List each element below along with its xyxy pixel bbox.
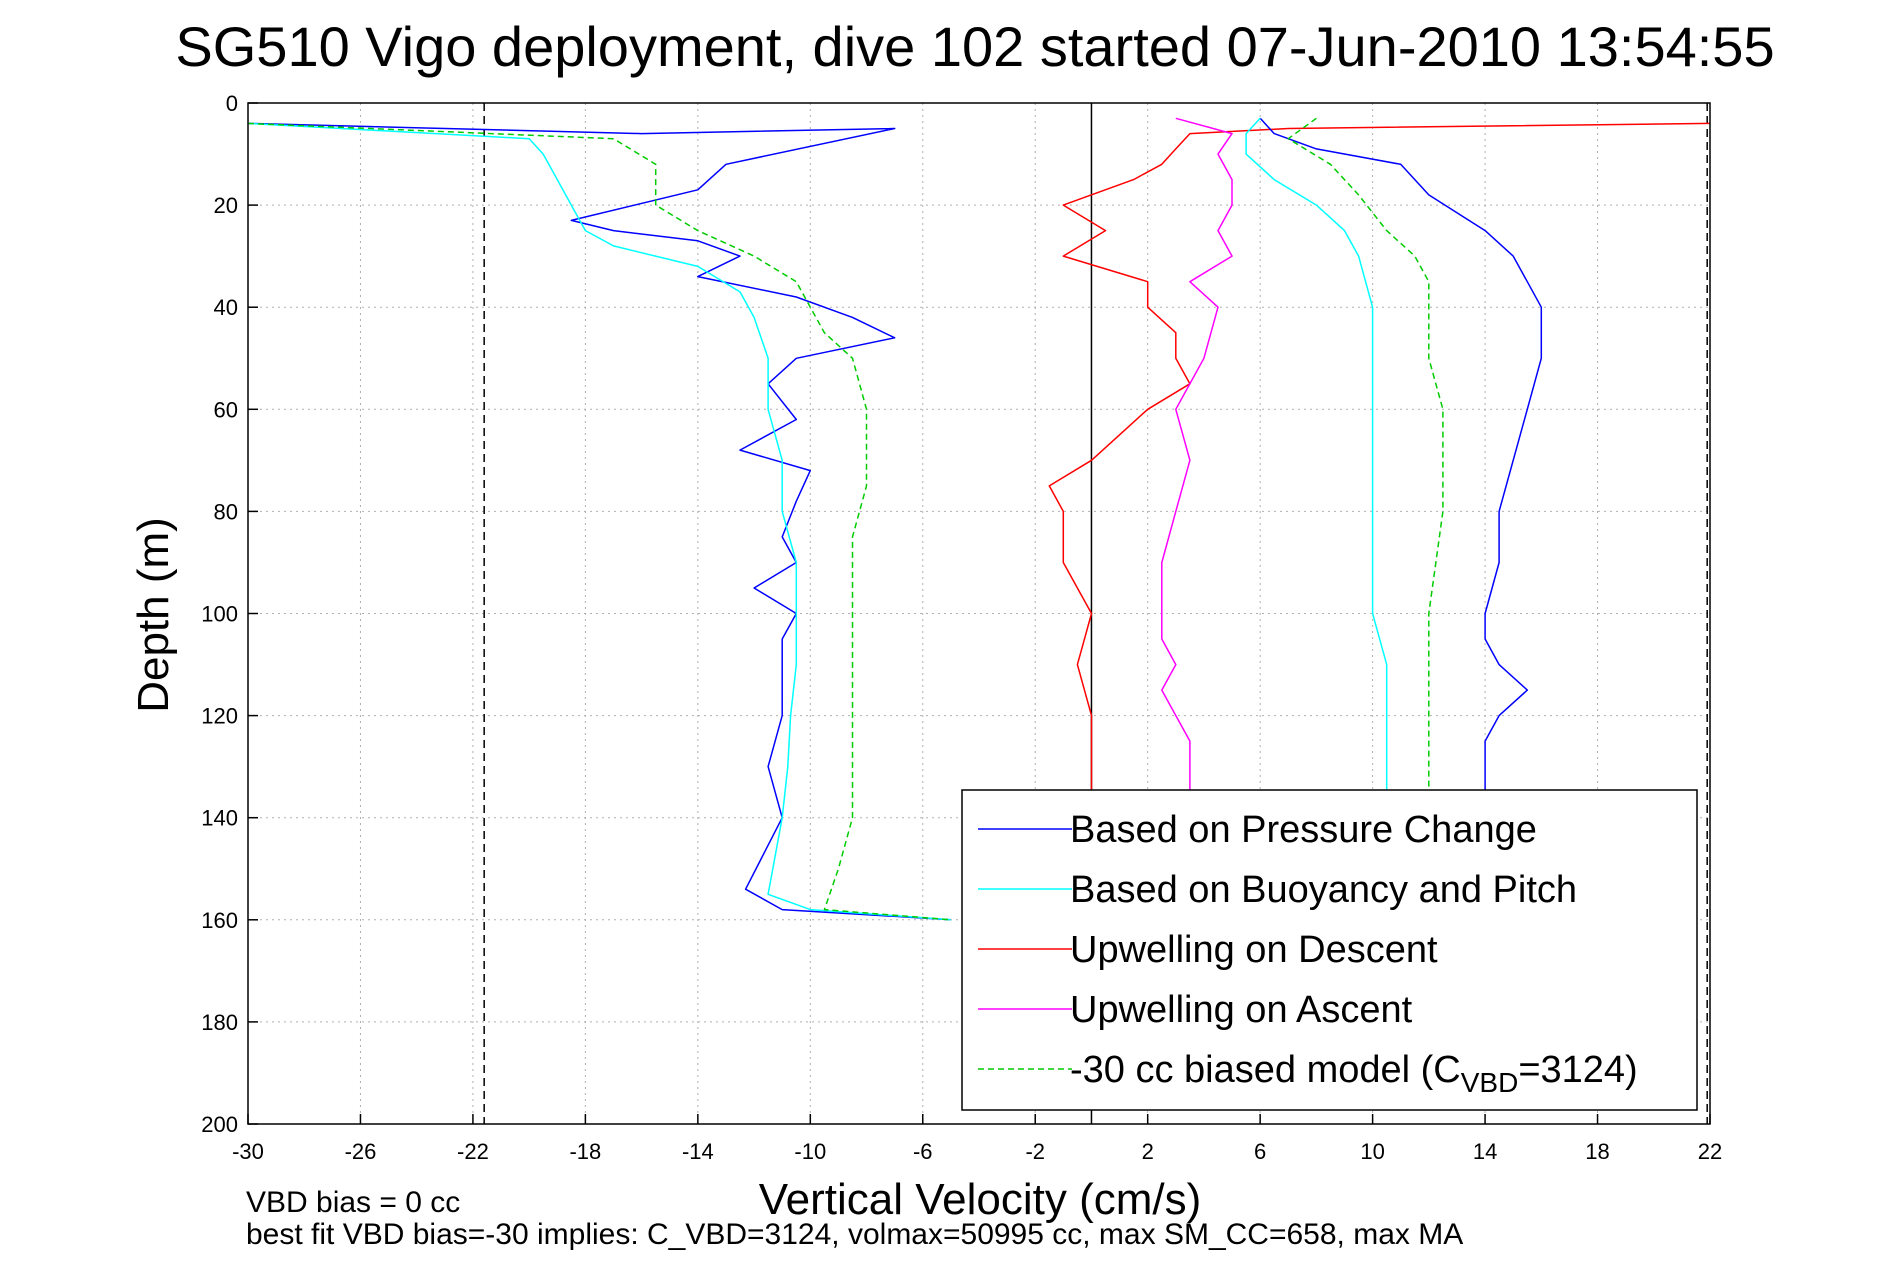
x-tick-label: 18	[1585, 1139, 1609, 1164]
legend-box	[961, 789, 1698, 1111]
legend: Based on Pressure Change Based on Buoyanc…	[961, 789, 1698, 1111]
x-tick-label: 2	[1142, 1139, 1154, 1164]
footer-line-2: best fit VBD bias=-30 implies: C_VBD=312…	[246, 1218, 1463, 1251]
x-tick-label: 6	[1254, 1139, 1266, 1164]
x-tick-label: -26	[345, 1139, 377, 1164]
y-tick-label: 40	[214, 295, 238, 320]
footer-line-1: VBD bias = 0 cc	[246, 1186, 460, 1219]
y-tick-label: 80	[214, 499, 238, 524]
series-line-4	[247, 122, 951, 921]
series-line-6	[1245, 117, 1388, 793]
legend-label: Based on Buoyancy and Pitch	[1070, 869, 1577, 911]
legend-label: -30 cc biased model (CVBD=3124)	[1070, 1049, 1638, 1098]
series-line-2	[1048, 122, 1711, 793]
y-tick-label: 100	[201, 602, 238, 627]
x-tick-label: -10	[794, 1139, 826, 1164]
y-tick-label: 20	[214, 193, 238, 218]
y-tick-label: 140	[201, 806, 238, 831]
y-axis-label: Depth (m)	[129, 517, 178, 713]
x-tick-label: -30	[232, 1139, 264, 1164]
x-tick-label: -22	[457, 1139, 489, 1164]
series-line-5	[1259, 117, 1543, 793]
legend-label: Upwelling on Ascent	[1070, 989, 1413, 1031]
x-axis-label: Vertical Velocity (cm/s)	[759, 1175, 1202, 1224]
legend-label: Upwelling on Descent	[1070, 929, 1438, 971]
x-tick-label: 22	[1698, 1139, 1722, 1164]
series-line-3	[1161, 117, 1233, 793]
x-tick-label: -14	[682, 1139, 714, 1164]
series-line-1	[247, 122, 951, 921]
y-tick-label: 0	[226, 91, 238, 116]
y-tick-label: 120	[201, 704, 238, 729]
series-line-7	[1287, 117, 1444, 793]
x-tick-label: -18	[569, 1139, 601, 1164]
y-tick-label: 60	[214, 397, 238, 422]
y-tick-label: 160	[201, 908, 238, 933]
series-line-0	[247, 122, 951, 921]
y-tick-label: 180	[201, 1010, 238, 1035]
x-tick-label: -2	[1025, 1139, 1045, 1164]
x-tick-label: 14	[1473, 1139, 1497, 1164]
axis-ticks: -30 -26 -22 -18 -14 -10 -6 -2 2 6 10 14 18 2202040608…	[201, 91, 1722, 1164]
legend-label: Based on Pressure Change	[1070, 809, 1537, 851]
x-tick-label: -6	[913, 1139, 933, 1164]
x-tick-label: 10	[1360, 1139, 1384, 1164]
chart-title: SG510 Vigo deployment, dive 102 started …	[175, 15, 1774, 78]
y-tick-label: 200	[201, 1112, 238, 1137]
